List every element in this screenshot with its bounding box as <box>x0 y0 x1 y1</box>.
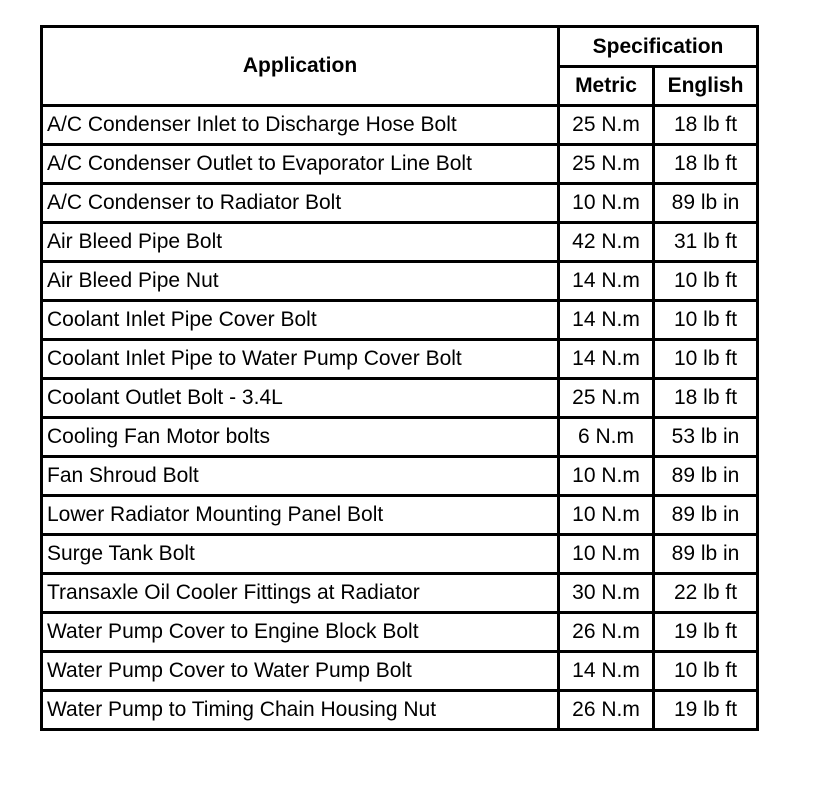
table-row: Water Pump Cover to Engine Block Bolt 26 … <box>40 611 760 653</box>
application-header: Application <box>40 25 560 107</box>
english-cell: 89 lb in <box>651 182 760 224</box>
english-cell: 19 lb ft <box>651 689 760 731</box>
application-cell: Transaxle Oil Cooler Fittings at Radiato… <box>40 572 560 614</box>
english-cell: 18 lb ft <box>651 377 760 419</box>
application-cell: Water Pump Cover to Water Pump Bolt <box>40 650 560 692</box>
metric-cell: 26 N.m <box>557 689 655 731</box>
english-cell: 89 lb in <box>651 533 760 575</box>
application-cell: A/C Condenser to Radiator Bolt <box>40 182 560 224</box>
table-row: Water Pump to Timing Chain Housing Nut 26… <box>40 689 760 731</box>
metric-cell: 26 N.m <box>557 611 655 653</box>
table-row: Surge Tank Bolt 10 N.m 89 lb in <box>40 533 760 575</box>
english-cell: 18 lb ft <box>651 143 760 185</box>
metric-cell: 10 N.m <box>557 455 655 497</box>
metric-cell: 14 N.m <box>557 299 655 341</box>
table-row: A/C Condenser Outlet to Evaporator Line … <box>40 143 760 185</box>
table-row: Coolant Inlet Pipe to Water Pump Cover B… <box>40 338 760 380</box>
table-row: Water Pump Cover to Water Pump Bolt 14 N.… <box>40 650 760 692</box>
english-cell: 31 lb ft <box>651 221 760 263</box>
table-row: Transaxle Oil Cooler Fittings at Radiato… <box>40 572 760 614</box>
metric-cell: 14 N.m <box>557 338 655 380</box>
table-row: Lower Radiator Mounting Panel Bolt 10 N.m… <box>40 494 760 536</box>
table-row: Fan Shroud Bolt 10 N.m 89 lb in <box>40 455 760 497</box>
specification-header: Specification <box>556 25 760 68</box>
english-cell: 10 lb ft <box>651 650 760 692</box>
metric-cell: 6 N.m <box>557 416 655 458</box>
metric-cell: 42 N.m <box>557 221 655 263</box>
english-cell: 53 lb in <box>651 416 760 458</box>
application-cell: Air Bleed Pipe Nut <box>40 260 560 302</box>
english-cell: 89 lb in <box>651 494 760 536</box>
english-header: English <box>651 65 760 107</box>
header-row: Application Specification <box>40 25 760 107</box>
header-row: Metric English <box>42 65 760 107</box>
english-cell: 10 lb ft <box>651 260 760 302</box>
table-row: Cooling Fan Motor bolts 6 N.m 53 lb in <box>40 416 760 458</box>
metric-cell: 25 N.m <box>557 143 655 185</box>
english-cell: 10 lb ft <box>651 299 760 341</box>
application-cell: A/C Condenser Inlet to Discharge Hose Bo… <box>40 104 560 146</box>
application-cell: Cooling Fan Motor bolts <box>40 416 560 458</box>
metric-cell: 25 N.m <box>557 377 655 419</box>
metric-cell: 30 N.m <box>557 572 655 614</box>
application-cell: Air Bleed Pipe Bolt <box>40 221 560 263</box>
table-row: Coolant Outlet Bolt - 3.4L 25 N.m 18 lb ft <box>40 377 760 419</box>
torque-spec-table: Application Specification Metric English… <box>40 25 760 731</box>
table-row: Air Bleed Pipe Bolt 42 N.m 31 lb ft <box>40 221 760 263</box>
application-cell: Surge Tank Bolt <box>40 533 560 575</box>
english-cell: 10 lb ft <box>651 338 760 380</box>
metric-cell: 10 N.m <box>557 182 655 224</box>
table-body: A/C Condenser Inlet to Discharge Hose Bo… <box>40 104 760 731</box>
table-row: Air Bleed Pipe Nut 14 N.m 10 lb ft <box>40 260 760 302</box>
application-cell: Coolant Outlet Bolt - 3.4L <box>40 377 560 419</box>
english-cell: 89 lb in <box>651 455 760 497</box>
metric-header: Metric <box>557 65 655 107</box>
metric-cell: 14 N.m <box>557 260 655 302</box>
application-cell: Coolant Inlet Pipe to Water Pump Cover B… <box>40 338 560 380</box>
english-cell: 18 lb ft <box>651 104 760 146</box>
metric-cell: 10 N.m <box>557 533 655 575</box>
metric-cell: 10 N.m <box>557 494 655 536</box>
table-row: A/C Condenser to Radiator Bolt 10 N.m 89 l… <box>40 182 760 224</box>
application-cell: Fan Shroud Bolt <box>40 455 560 497</box>
english-cell: 19 lb ft <box>651 611 760 653</box>
table-row: A/C Condenser Inlet to Discharge Hose Bo… <box>40 104 760 146</box>
application-cell: Water Pump to Timing Chain Housing Nut <box>40 689 560 731</box>
application-cell: A/C Condenser Outlet to Evaporator Line … <box>40 143 560 185</box>
metric-cell: 25 N.m <box>557 104 655 146</box>
application-cell: Lower Radiator Mounting Panel Bolt <box>40 494 560 536</box>
table-row: Coolant Inlet Pipe Cover Bolt 14 N.m 10 lb… <box>40 299 760 341</box>
application-cell: Coolant Inlet Pipe Cover Bolt <box>40 299 560 341</box>
metric-cell: 14 N.m <box>557 650 655 692</box>
english-cell: 22 lb ft <box>651 572 760 614</box>
application-cell: Water Pump Cover to Engine Block Bolt <box>40 611 560 653</box>
